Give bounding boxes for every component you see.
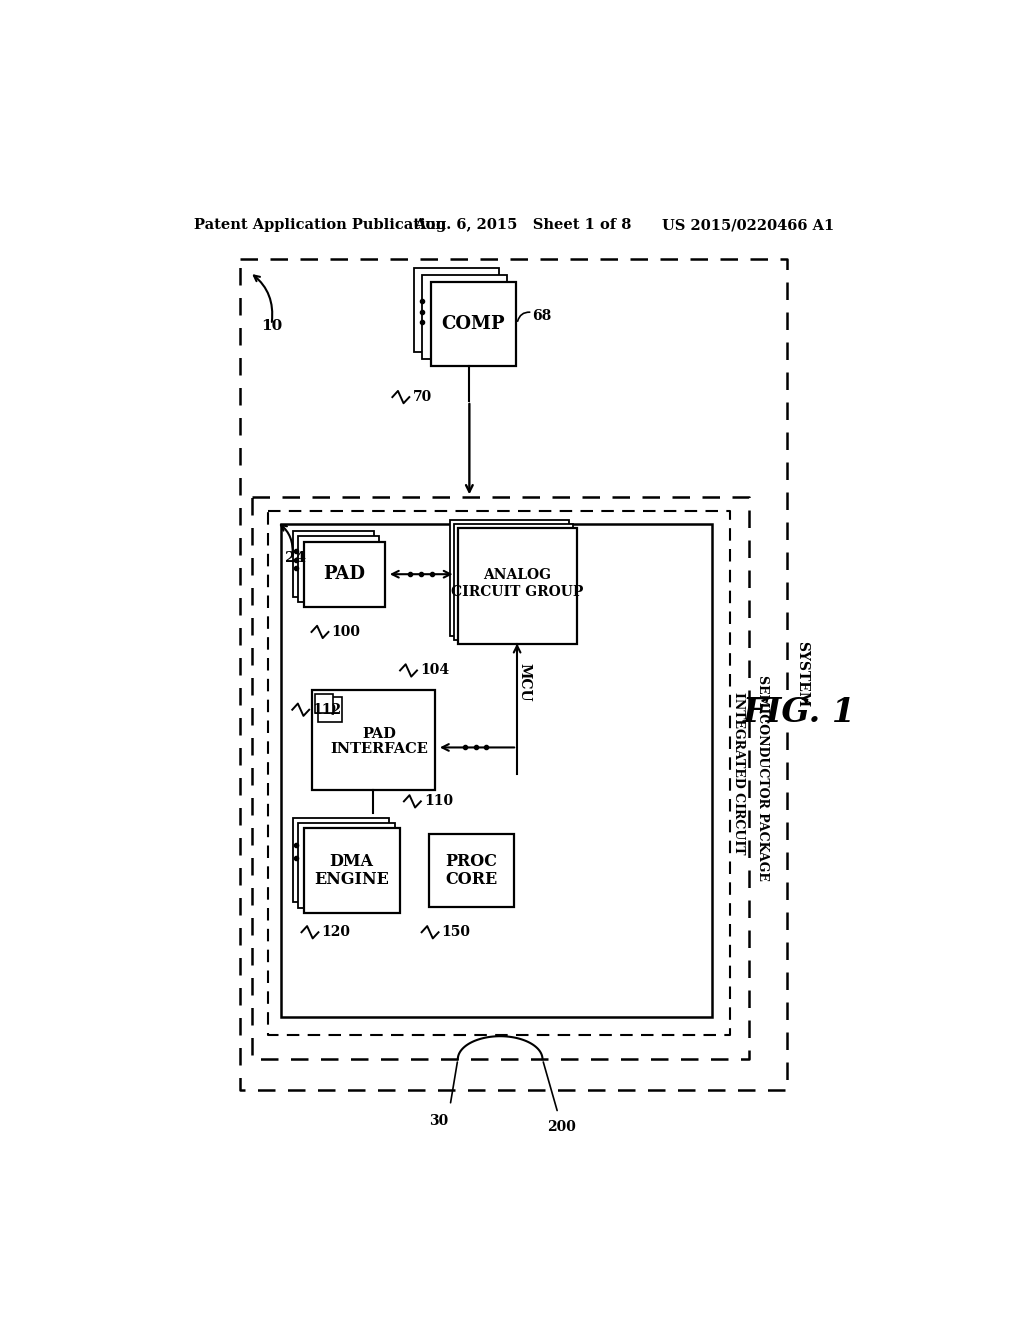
Text: US 2015/0220466 A1: US 2015/0220466 A1 — [662, 218, 835, 232]
Text: MCU: MCU — [518, 663, 531, 701]
Text: Patent Application Publication: Patent Application Publication — [194, 218, 445, 232]
Text: DMA: DMA — [330, 853, 374, 870]
Text: 24: 24 — [285, 552, 306, 565]
Text: 112: 112 — [312, 702, 341, 717]
Bar — [414, 268, 499, 352]
Text: INTEGRATED CIRCUIT: INTEGRATED CIRCUIT — [732, 692, 745, 854]
Text: PAD: PAD — [323, 565, 365, 583]
Text: FIG. 1: FIG. 1 — [742, 697, 856, 729]
Text: PROC: PROC — [445, 853, 498, 870]
Text: 150: 150 — [441, 925, 471, 940]
Text: ANALOG: ANALOG — [483, 568, 551, 582]
Bar — [317, 697, 342, 722]
Text: 30: 30 — [429, 1114, 449, 1127]
Bar — [298, 822, 394, 908]
Bar — [454, 524, 573, 640]
Text: CIRCUIT GROUP: CIRCUIT GROUP — [451, 585, 584, 599]
Bar — [422, 275, 507, 359]
Bar — [429, 834, 514, 907]
Bar — [304, 829, 400, 913]
Bar — [314, 694, 333, 713]
Text: 104: 104 — [420, 664, 450, 677]
Text: PAD: PAD — [362, 726, 396, 741]
Text: 68: 68 — [532, 309, 552, 322]
Text: 10: 10 — [261, 318, 283, 333]
Bar — [298, 536, 379, 602]
Text: 70: 70 — [413, 391, 432, 404]
Text: CORE: CORE — [445, 871, 498, 888]
Text: 110: 110 — [424, 795, 453, 808]
Bar — [451, 520, 569, 636]
Text: 200: 200 — [547, 1121, 577, 1134]
Text: 100: 100 — [332, 624, 360, 639]
Text: INTERFACE: INTERFACE — [331, 742, 428, 756]
Text: Q: Q — [325, 704, 336, 717]
Text: SYSTEM: SYSTEM — [795, 642, 809, 708]
Bar — [458, 528, 578, 644]
Text: 120: 120 — [322, 925, 350, 940]
Bar — [304, 543, 385, 607]
Text: SEMICONDUCTOR PACKAGE: SEMICONDUCTOR PACKAGE — [757, 676, 769, 882]
Bar — [311, 689, 435, 789]
Text: Aug. 6, 2015   Sheet 1 of 8: Aug. 6, 2015 Sheet 1 of 8 — [414, 218, 631, 232]
Bar — [293, 817, 389, 903]
Bar — [281, 524, 712, 1016]
Bar — [293, 531, 374, 597]
Bar — [431, 281, 515, 367]
Text: COMP: COMP — [441, 315, 505, 333]
Text: ENGINE: ENGINE — [314, 871, 389, 888]
